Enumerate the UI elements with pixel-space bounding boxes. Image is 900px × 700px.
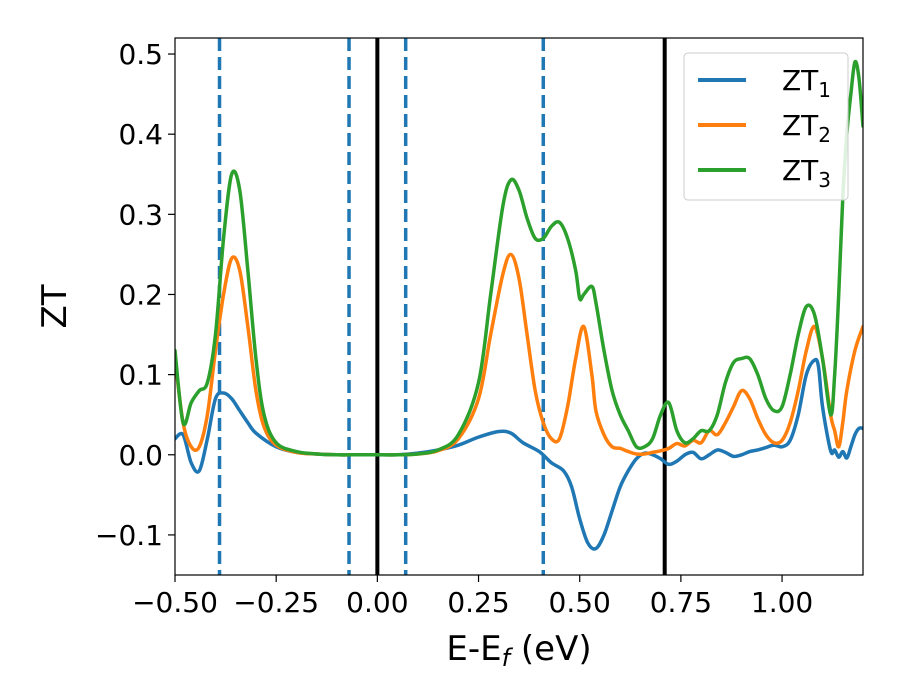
x-axis-label-main: E-E: [446, 629, 501, 669]
reference-lines: [217, 38, 667, 575]
legend: ZT1 ZT2 ZT3: [683, 52, 849, 201]
x-axis-label-unit: (eV): [510, 629, 592, 669]
x-tick-label: 0.50: [549, 586, 611, 619]
y-tick-label: −0.1: [95, 519, 163, 552]
y-tick-label: 0.5: [118, 38, 163, 71]
series-lines: [175, 59, 863, 551]
y-tick-label: 0.3: [118, 198, 163, 231]
legend-label: ZT3: [782, 154, 831, 192]
y-axis-ticks: −0.1 0.0 0.1 0.2 0.3 0.4 0.5: [95, 38, 175, 552]
y-tick-label: 0.2: [118, 278, 163, 311]
legend-label: ZT2: [782, 109, 831, 147]
plot-frame: [174, 37, 864, 576]
y-tick-label: 0.4: [118, 118, 163, 151]
x-axis-label: E-Ef (eV): [446, 629, 591, 672]
legend-item-zt1: ZT1: [698, 64, 831, 102]
x-tick-label: 1.00: [751, 586, 813, 619]
series-line-zt1: [175, 357, 863, 551]
x-tick-label: 0.00: [346, 586, 408, 619]
x-tick-label: −0.50: [132, 586, 218, 619]
legend-box: [683, 52, 849, 201]
y-axis-label: ZT: [35, 284, 75, 328]
y-tick-label: 0.0: [118, 439, 163, 472]
series-line-zt2: [175, 252, 863, 457]
x-tick-label: −0.25: [233, 586, 319, 619]
legend-item-zt3: ZT3: [698, 154, 831, 192]
legend-label: ZT1: [782, 64, 831, 102]
legend-item-zt2: ZT2: [698, 109, 831, 147]
y-tick-label: 0.1: [118, 359, 163, 392]
x-axis-ticks: −0.50 −0.25 0.00 0.25 0.50 0.75 1.00: [132, 575, 813, 619]
series-line-zt3: [175, 59, 863, 457]
x-tick-label: 0.75: [650, 586, 712, 619]
x-tick-label: 0.25: [447, 586, 509, 619]
